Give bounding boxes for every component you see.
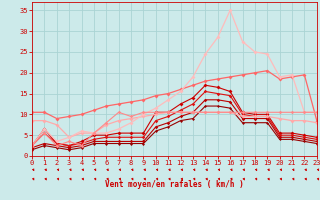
X-axis label: Vent moyen/en rafales ( km/h ): Vent moyen/en rafales ( km/h ) (105, 180, 244, 189)
